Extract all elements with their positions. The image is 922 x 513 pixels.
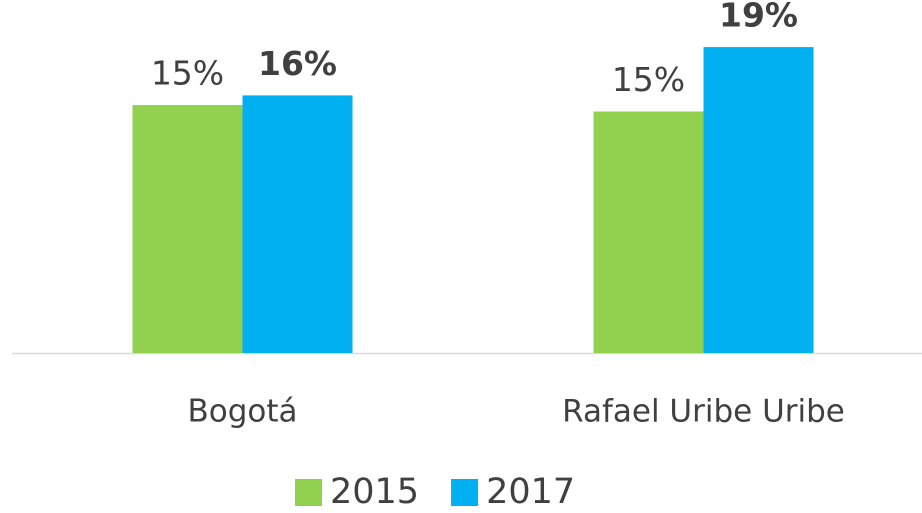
bar: [132, 105, 243, 353]
legend-swatch: [451, 479, 479, 506]
bar: [593, 111, 704, 353]
data-label: 16%: [258, 44, 337, 83]
x-tick-label: Bogotá: [187, 394, 297, 430]
data-label: 19%: [719, 0, 798, 35]
data-label: 15%: [151, 54, 224, 93]
bar: [242, 95, 353, 354]
legend-label: 2017: [486, 472, 575, 512]
legend-swatch: [295, 479, 322, 506]
x-tick-label: Rafael Uribe Uribe: [562, 394, 845, 430]
bar: [703, 47, 814, 353]
legend-label: 2015: [330, 472, 419, 512]
data-label: 15%: [612, 60, 685, 99]
